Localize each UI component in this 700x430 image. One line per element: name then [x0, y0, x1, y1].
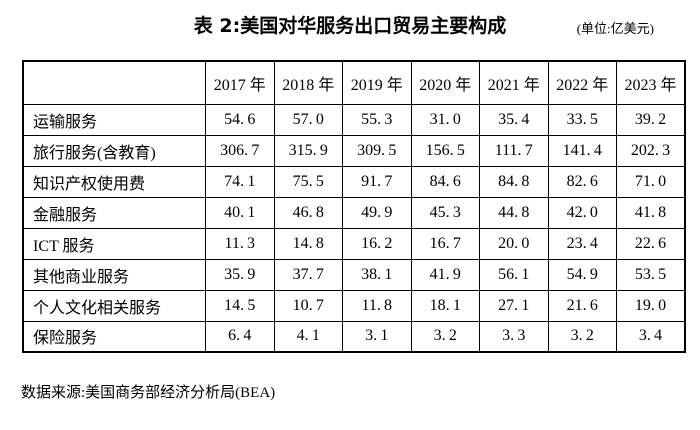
table-row: 金融服务 40. 1 46. 8 49. 9 45. 3 44. 8 42. 0 41. 8 — [22, 196, 686, 229]
value-cell: 91. 7 — [342, 165, 412, 198]
value-cell: 19. 0 — [616, 289, 686, 322]
year-column-header: 2020 年 — [410, 60, 480, 105]
value-cell: 14. 8 — [273, 227, 343, 260]
value-cell: 22. 6 — [616, 227, 686, 260]
value-cell: 4. 1 — [273, 320, 343, 353]
value-cell: 202. 3 — [616, 134, 686, 167]
table-row: ICT 服务 11. 3 14. 8 16. 2 16. 7 20. 0 23. 4 22. … — [22, 227, 686, 260]
corner-cell — [22, 60, 206, 105]
value-cell: 35. 4 — [479, 103, 549, 136]
value-cell: 309. 5 — [342, 134, 412, 167]
value-cell: 71. 0 — [616, 165, 686, 198]
value-cell: 35. 9 — [205, 258, 275, 291]
value-cell: 156. 5 — [410, 134, 480, 167]
value-cell: 74. 1 — [205, 165, 275, 198]
value-cell: 141. 4 — [547, 134, 617, 167]
year-column-header: 2021 年 — [479, 60, 549, 105]
value-cell: 18. 1 — [410, 289, 480, 322]
value-cell: 84. 8 — [479, 165, 549, 198]
data-table: 2017 年 2018 年 2019 年 2020 年 2021 年 2022 年 2023… — [22, 60, 686, 353]
value-cell: 84. 6 — [410, 165, 480, 198]
value-cell: 49. 9 — [342, 196, 412, 229]
value-cell: 16. 2 — [342, 227, 412, 260]
value-cell: 44. 8 — [479, 196, 549, 229]
row-label: 知识产权使用费 — [22, 165, 206, 198]
value-cell: 20. 0 — [479, 227, 549, 260]
row-label: 其他商业服务 — [22, 258, 206, 291]
value-cell: 27. 1 — [479, 289, 549, 322]
figure-titlebar: 表 2:美国对华服务出口贸易主要构成 (单位:亿美元) — [0, 13, 700, 43]
value-cell: 10. 7 — [273, 289, 343, 322]
table-title: 表 2:美国对华服务出口贸易主要构成 — [193, 15, 507, 37]
value-cell: 41. 8 — [616, 196, 686, 229]
year-column-header: 2018 年 — [273, 60, 343, 105]
row-label: 旅行服务(含教育) — [22, 134, 206, 167]
header-row: 2017 年 2018 年 2019 年 2020 年 2021 年 2022 年 2023… — [22, 60, 686, 105]
value-cell: 111. 7 — [479, 134, 549, 167]
value-cell: 3. 4 — [616, 320, 686, 353]
table-header: 2017 年 2018 年 2019 年 2020 年 2021 年 2022 年 2023… — [22, 60, 686, 105]
value-cell: 3. 2 — [410, 320, 480, 353]
value-cell: 11. 3 — [205, 227, 275, 260]
value-cell: 56. 1 — [479, 258, 549, 291]
value-cell: 45. 3 — [410, 196, 480, 229]
value-cell: 315. 9 — [273, 134, 343, 167]
table-row: 知识产权使用费 74. 1 75. 5 91. 7 84. 6 84. 8 82. 6 71.… — [22, 165, 686, 198]
value-cell: 306. 7 — [205, 134, 275, 167]
value-cell: 75. 5 — [273, 165, 343, 198]
table-row: 保险服务 6. 4 4. 1 3. 1 3. 2 3. 3 3. 2 3. 4 — [22, 320, 686, 353]
value-cell: 3. 2 — [547, 320, 617, 353]
value-cell: 3. 3 — [479, 320, 549, 353]
value-cell: 37. 7 — [273, 258, 343, 291]
value-cell: 53. 5 — [616, 258, 686, 291]
value-cell: 23. 4 — [547, 227, 617, 260]
year-column-header: 2019 年 — [342, 60, 412, 105]
value-cell: 46. 8 — [273, 196, 343, 229]
value-cell: 82. 6 — [547, 165, 617, 198]
year-column-header: 2017 年 — [205, 60, 275, 105]
value-cell: 39. 2 — [616, 103, 686, 136]
table-row: 运输服务 54. 6 57. 0 55. 3 31. 0 35. 4 33. 5 39. 2 — [22, 103, 686, 136]
table-row: 个人文化相关服务 14. 5 10. 7 11. 8 18. 1 27. 1 21. 6 19… — [22, 289, 686, 322]
unit-label: (单位:亿美元) — [576, 21, 654, 36]
value-cell: 40. 1 — [205, 196, 275, 229]
value-cell: 54. 9 — [547, 258, 617, 291]
value-cell: 57. 0 — [273, 103, 343, 136]
value-cell: 41. 9 — [410, 258, 480, 291]
value-cell: 11. 8 — [342, 289, 412, 322]
year-column-header: 2023 年 — [616, 60, 686, 105]
row-label: 个人文化相关服务 — [22, 289, 206, 322]
value-cell: 14. 5 — [205, 289, 275, 322]
row-label: 运输服务 — [22, 103, 206, 136]
table-row: 其他商业服务 35. 9 37. 7 38. 1 41. 9 56. 1 54. 9 53. … — [22, 258, 686, 291]
value-cell: 16. 7 — [410, 227, 480, 260]
value-cell: 3. 1 — [342, 320, 412, 353]
value-cell: 55. 3 — [342, 103, 412, 136]
value-cell: 21. 6 — [547, 289, 617, 322]
row-label: 金融服务 — [22, 196, 206, 229]
value-cell: 38. 1 — [342, 258, 412, 291]
value-cell: 31. 0 — [410, 103, 480, 136]
source-note: 数据来源:美国商务部经济分析局(BEA) — [21, 385, 276, 401]
value-cell: 6. 4 — [205, 320, 275, 353]
row-label: 保险服务 — [22, 320, 206, 353]
value-cell: 54. 6 — [205, 103, 275, 136]
value-cell: 42. 0 — [547, 196, 617, 229]
year-column-header: 2022 年 — [547, 60, 617, 105]
value-cell: 33. 5 — [547, 103, 617, 136]
row-label: ICT 服务 — [22, 227, 206, 260]
